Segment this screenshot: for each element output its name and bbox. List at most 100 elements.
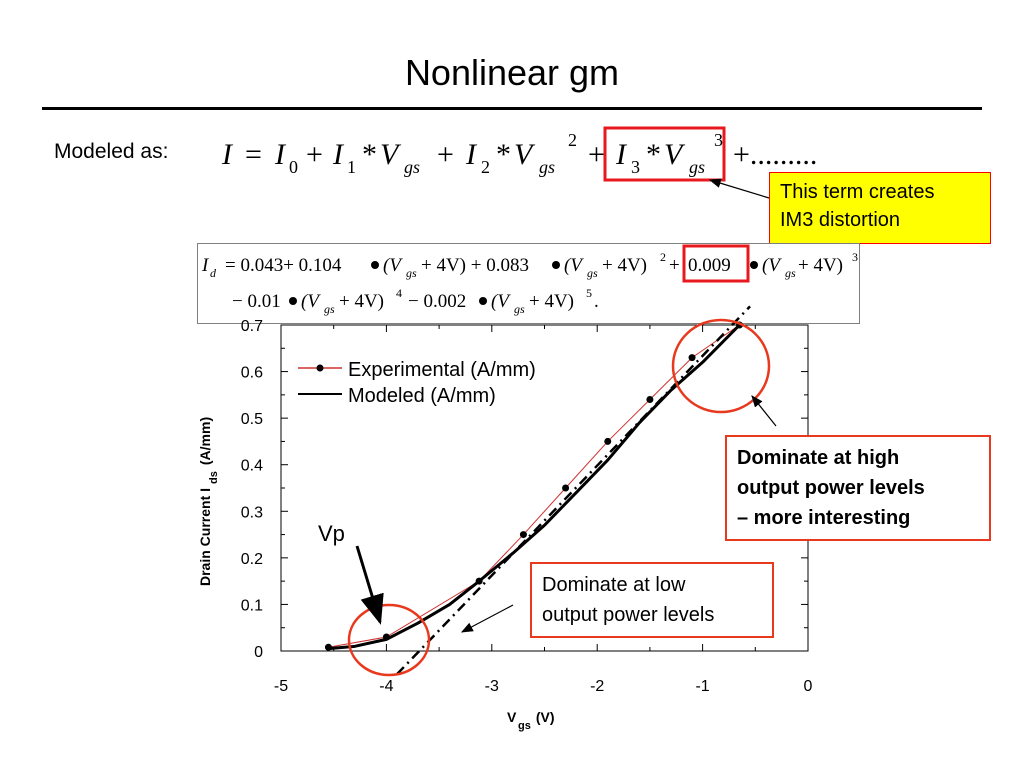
fit-l1-p6: (V bbox=[762, 255, 782, 276]
y-axis-label-tail: (A/mm) bbox=[197, 417, 213, 469]
x-tick-label: 0 bbox=[804, 678, 813, 695]
x-axis-label: V gs (V) bbox=[507, 709, 555, 732]
fit-l1-p3: + 4V) + 0.083 bbox=[421, 255, 529, 276]
experimental-point bbox=[382, 633, 390, 641]
fit-l1-cube: 3 bbox=[852, 250, 858, 264]
vp-label: Vp bbox=[318, 521, 345, 546]
eq-I2: I bbox=[465, 138, 478, 171]
eq-plus-3: + bbox=[588, 138, 605, 171]
fit-l2-gs-1: gs bbox=[324, 302, 335, 316]
fit-l2-pow5: 5 bbox=[586, 286, 592, 300]
fit-dot bbox=[289, 297, 297, 305]
series-linear-asymptote bbox=[396, 305, 751, 676]
eq-V-2: V bbox=[514, 138, 536, 171]
title-divider bbox=[42, 107, 982, 110]
low-power-callout: Dominate at low output power levels bbox=[530, 562, 774, 638]
high-callout-line2: output power levels bbox=[737, 477, 925, 499]
high-callout-line1: Dominate at high bbox=[737, 447, 900, 469]
eq-plus-2: + bbox=[437, 138, 454, 171]
eq-sub2: 2 bbox=[481, 157, 490, 177]
eq-plus-1: + bbox=[306, 138, 323, 171]
eq-sub0: 0 bbox=[289, 157, 298, 177]
vp-arrow bbox=[355, 545, 384, 625]
y-tick-label: 0 bbox=[254, 644, 263, 661]
fit-dot bbox=[371, 261, 379, 269]
eq-tail: +......... bbox=[733, 138, 817, 171]
fit-Id-sub: d bbox=[210, 266, 217, 280]
eq-star-2: * bbox=[496, 138, 511, 171]
eq-I1: I bbox=[332, 138, 345, 171]
high-callout-arrow bbox=[751, 395, 777, 427]
eq-equals: = bbox=[245, 138, 262, 171]
fit-l2-p4: − 0.002 bbox=[408, 291, 466, 312]
eq-I0: I bbox=[274, 138, 287, 171]
eq-star-3: * bbox=[646, 138, 661, 171]
fit-l2-p5: (V bbox=[491, 291, 511, 312]
eq-V-3: V bbox=[664, 138, 686, 171]
legend-marker-experimental bbox=[316, 364, 324, 372]
im3-callout-line1: This term creates bbox=[780, 181, 935, 203]
y-tick-label: 0.6 bbox=[241, 365, 263, 382]
fit-l2-pow4: 4 bbox=[396, 286, 402, 300]
eq-pow3: 3 bbox=[714, 130, 723, 150]
y-tick-label: 0.7 bbox=[241, 318, 263, 335]
fit-l2-p1: − 0.01 bbox=[232, 291, 281, 312]
eq-gs-2: gs bbox=[539, 157, 555, 177]
im3-callout-arrow bbox=[708, 178, 770, 199]
fit-l1-plus: + bbox=[669, 255, 680, 276]
fit-l1-p7: + 4V) bbox=[798, 255, 843, 276]
y-axis-label-sub: ds bbox=[208, 471, 220, 484]
fit-dot bbox=[552, 261, 560, 269]
fit-l1-p5: + 4V) bbox=[602, 255, 647, 276]
im3-coef-highlight bbox=[682, 244, 750, 283]
x-tick-label: -5 bbox=[274, 678, 288, 695]
fit-formula: I d = 0.043+ 0.104 (V gs + 4V) + 0.083 (… bbox=[201, 244, 858, 316]
fit-formula-box: I d = 0.043+ 0.104 (V gs + 4V) + 0.083 (… bbox=[197, 243, 860, 324]
fit-l1-p1: = 0.043+ 0.104 bbox=[225, 255, 342, 276]
x-tick-label: -3 bbox=[485, 678, 499, 695]
experimental-point bbox=[519, 531, 527, 539]
eq-sub1: 1 bbox=[347, 157, 356, 177]
im3-callout-line2: IM3 distortion bbox=[780, 209, 901, 231]
fit-l1-sq: 2 bbox=[660, 250, 666, 264]
fit-l1-gs-1: gs bbox=[406, 266, 417, 280]
fit-l2-p6: + 4V) bbox=[529, 291, 574, 312]
slide-title: Nonlinear gm bbox=[404, 52, 620, 93]
fit-l1-gs-3: gs bbox=[785, 266, 796, 280]
high-callout-line3: – more interesting bbox=[737, 507, 911, 529]
x-tick-label: -4 bbox=[379, 678, 393, 695]
experimental-point bbox=[324, 643, 332, 651]
y-tick-label: 0.4 bbox=[241, 458, 263, 475]
series-modeled-line bbox=[328, 323, 741, 651]
legend: Experimental (A/mm) Modeled (A/mm) bbox=[298, 359, 536, 407]
experimental-point bbox=[475, 577, 483, 585]
x-tick-label: -2 bbox=[590, 678, 604, 695]
legend-label-experimental: Experimental (A/mm) bbox=[348, 359, 536, 381]
fit-Id: I bbox=[201, 255, 210, 276]
fit-dot bbox=[750, 261, 758, 269]
high-power-callout: Dominate at high output power levels – m… bbox=[725, 435, 991, 541]
x-axis-label-tail: (V) bbox=[532, 709, 555, 725]
y-axis-label-main: Drain Current I bbox=[197, 488, 213, 586]
low-region-circle bbox=[347, 603, 431, 677]
experimental-point bbox=[604, 437, 612, 445]
experimental-point bbox=[646, 396, 654, 404]
eq-gs-3: gs bbox=[689, 157, 705, 177]
fit-l2-p2: (V bbox=[301, 291, 321, 312]
fit-l1-p2: (V bbox=[383, 255, 403, 276]
fit-l1-p4: (V bbox=[564, 255, 584, 276]
x-tick-label: -1 bbox=[695, 678, 709, 695]
model-equation: I = I 0 + I 1 * V gs + I 2 * V gs 2 + I … bbox=[221, 126, 817, 182]
eq-I3: I bbox=[615, 138, 628, 171]
fit-boxed-coef: 0.009 bbox=[688, 255, 731, 276]
y-tick-label: 0.1 bbox=[241, 597, 263, 614]
y-tick-label: 0.2 bbox=[241, 551, 263, 568]
eq-pow2: 2 bbox=[568, 130, 577, 150]
series bbox=[324, 305, 751, 676]
eq-sub3: 3 bbox=[631, 157, 640, 177]
y-axis-label: Drain Current I ds (A/mm) bbox=[197, 417, 220, 586]
im3-callout: This term creates IM3 distortion bbox=[769, 172, 991, 244]
modeled-as-label: Modeled as: bbox=[54, 140, 169, 163]
high-region-circle bbox=[671, 318, 771, 414]
